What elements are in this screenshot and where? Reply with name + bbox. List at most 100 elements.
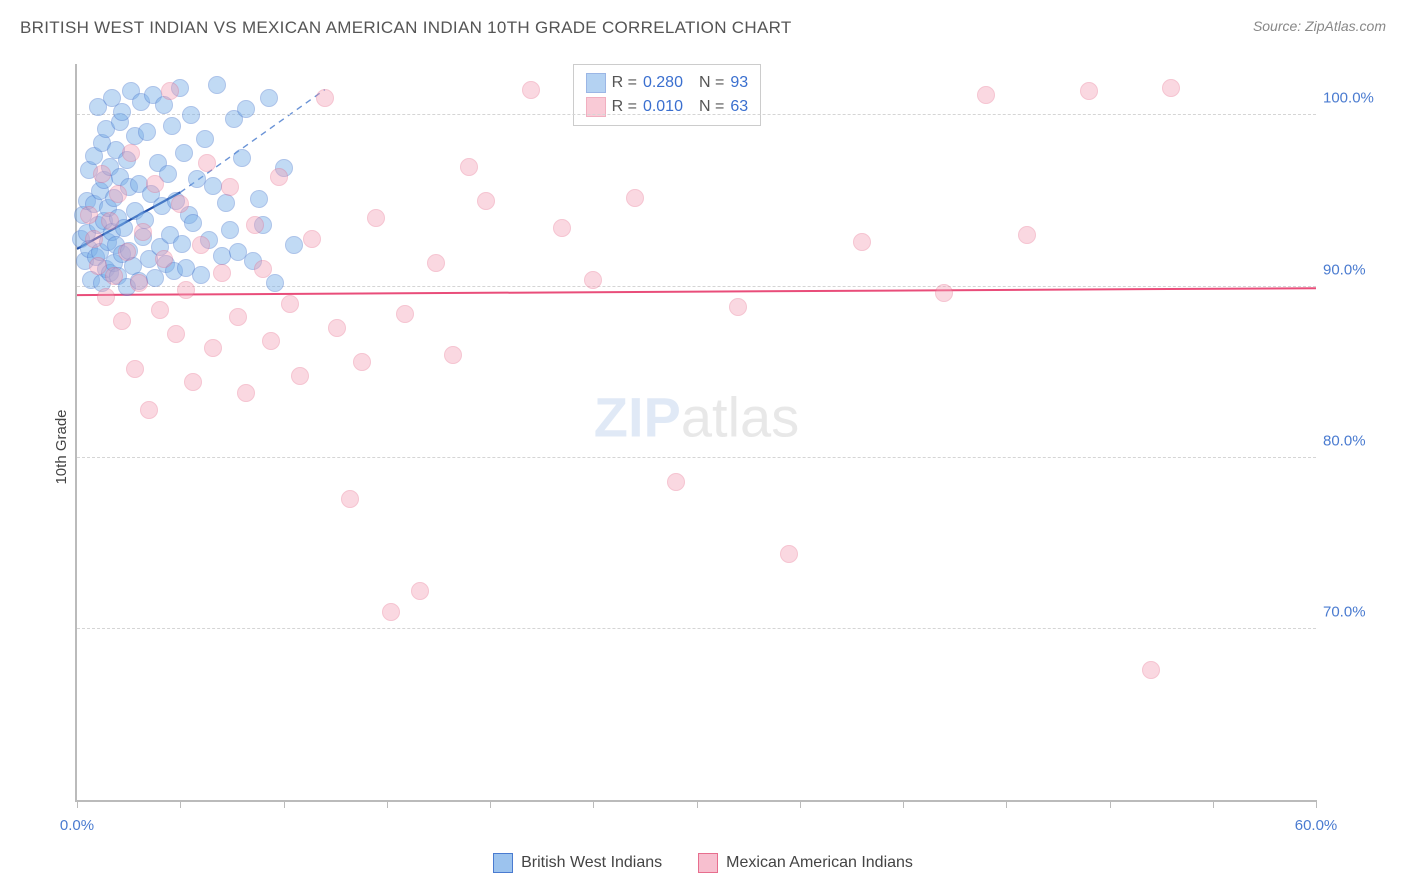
scatter-point [285,236,303,254]
scatter-point [935,284,953,302]
scatter-point [93,165,111,183]
scatter-point [477,192,495,210]
scatter-point [171,195,189,213]
x-tick-mark [1006,800,1007,808]
scatter-point [217,194,235,212]
scatter-point [80,206,98,224]
scatter-point [316,89,334,107]
scatter-point [221,221,239,239]
scatter-point [140,401,158,419]
scatter-point [192,236,210,254]
x-tick-label: 0.0% [60,817,94,834]
scatter-point [184,214,202,232]
scatter-point [262,332,280,350]
scatter-point [173,235,191,253]
legend-label: British West Indians [521,854,662,872]
scatter-point [229,308,247,326]
plot-area: ZIPatlas R = 0.280N = 93R = 0.010N = 63 … [75,64,1316,802]
scatter-point [204,177,222,195]
scatter-point [382,603,400,621]
scatter-point [460,158,478,176]
gridline-h [77,114,1316,115]
scatter-point [266,274,284,292]
gridline-h [77,286,1316,287]
y-tick-label: 100.0% [1323,90,1378,107]
trend-line [77,288,1316,295]
scatter-point [250,190,268,208]
scatter-point [161,82,179,100]
scatter-point [780,545,798,563]
scatter-point [213,247,231,265]
scatter-point [122,144,140,162]
scatter-point [198,154,216,172]
page-title: BRITISH WEST INDIAN VS MEXICAN AMERICAN … [20,18,792,37]
legend-row: R = 0.280N = 93 [586,71,749,95]
scatter-point [109,185,127,203]
scatter-point [977,86,995,104]
scatter-point [101,212,119,230]
x-tick-mark [1213,800,1214,808]
x-tick-mark [593,800,594,808]
scatter-point [192,266,210,284]
scatter-point [237,100,255,118]
scatter-point [177,281,195,299]
x-tick-mark [697,800,698,808]
scatter-point [1162,79,1180,97]
scatter-point [113,312,131,330]
x-tick-mark [387,800,388,808]
legend-label: Mexican American Indians [726,854,913,872]
source-label: Source: ZipAtlas.com [1253,18,1386,34]
scatter-point [270,168,288,186]
y-tick-label: 80.0% [1323,432,1378,449]
scatter-point [126,360,144,378]
scatter-point [396,305,414,323]
gridline-h [77,457,1316,458]
scatter-point [281,295,299,313]
gridline-h [77,628,1316,629]
x-tick-mark [490,800,491,808]
scatter-point [204,339,222,357]
trend-lines-layer [77,64,1316,800]
scatter-point [353,353,371,371]
bottom-legend: British West Indians Mexican American Ind… [0,853,1406,878]
scatter-point [254,260,272,278]
scatter-point [729,298,747,316]
scatter-point [1018,226,1036,244]
scatter-point [427,254,445,272]
legend-swatch [586,73,606,93]
scatter-point [522,81,540,99]
scatter-point [303,230,321,248]
scatter-point [146,175,164,193]
x-tick-mark [1110,800,1111,808]
scatter-point [182,106,200,124]
scatter-point [208,76,226,94]
y-tick-label: 90.0% [1323,261,1378,278]
scatter-point [1142,661,1160,679]
scatter-point [184,373,202,391]
scatter-point [130,274,148,292]
scatter-point [246,216,264,234]
y-tick-label: 70.0% [1323,603,1378,620]
scatter-point [155,250,173,268]
scatter-point [328,319,346,337]
bottom-legend-item: British West Indians [493,853,662,873]
scatter-point [213,264,231,282]
y-axis-label: 10th Grade [53,409,70,484]
scatter-point [853,233,871,251]
scatter-point [134,223,152,241]
x-tick-mark [77,800,78,808]
scatter-point [553,219,571,237]
x-tick-mark [800,800,801,808]
scatter-point [89,257,107,275]
scatter-point [167,325,185,343]
scatter-point [411,582,429,600]
x-tick-label: 60.0% [1295,817,1338,834]
scatter-point [113,103,131,121]
scatter-point [85,230,103,248]
scatter-point [291,367,309,385]
scatter-point [667,473,685,491]
bottom-legend-item: Mexican American Indians [698,853,913,873]
scatter-point [584,271,602,289]
scatter-point [188,170,206,188]
scatter-point [175,144,193,162]
